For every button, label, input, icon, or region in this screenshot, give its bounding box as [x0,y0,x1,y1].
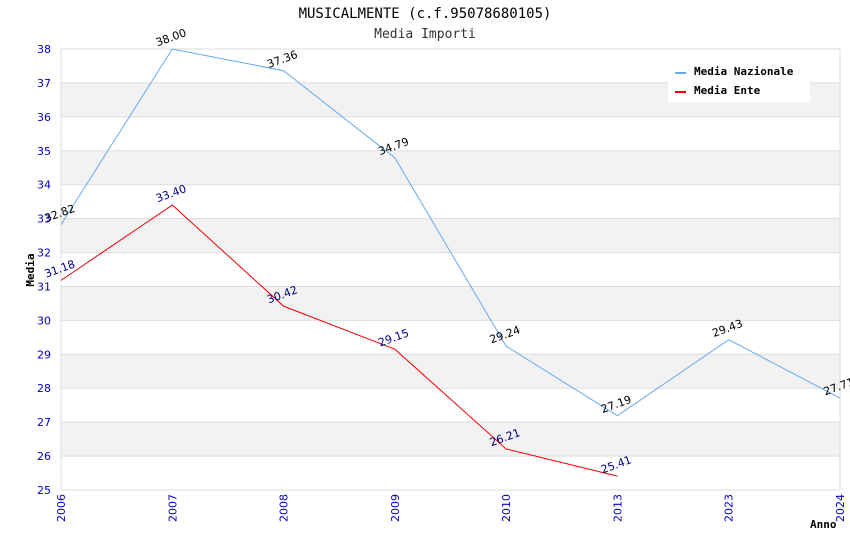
grid-band [61,354,840,389]
y-tick-label: 30 [37,314,51,327]
y-tick-label: 34 [37,179,51,192]
series-line-nazionale [60,48,841,417]
x-tick-label: 2009 [389,494,402,522]
legend-label-ente: Media Ente [694,84,761,97]
y-axis-ticks: 25 26 27 28 29 30 31 32 33 34 35 36 37 38 [37,43,51,497]
grid-band [61,388,840,423]
y-tick-label: 36 [37,111,51,124]
x-axis-label: Anno [810,518,837,531]
grid-band [61,320,840,355]
x-tick-label: 2023 [723,494,736,522]
y-tick-label: 25 [37,484,51,497]
x-axis-ticks: 2006 2007 2008 2009 2010 2013 2023 2024 [55,494,847,522]
grid-band [61,218,840,253]
x-tick-label: 2008 [278,494,291,522]
y-tick-label: 32 [37,247,51,260]
data-label-nazionale: 38.00 [154,26,188,49]
grid-band [61,184,840,219]
y-tick-label: 33 [37,213,51,226]
chart-title: MUSICALMENTE (c.f.95078680105) [298,6,552,22]
series-lines [60,48,841,477]
y-tick-label: 29 [37,348,51,361]
grid-band [61,456,840,490]
y-tick-label: 38 [37,43,51,56]
series-line-ente [60,204,618,477]
grid-band [61,422,840,457]
grid-band [61,150,840,185]
y-tick-label: 35 [37,145,51,158]
y-tick-label: 37 [37,77,51,90]
x-tick-label: 2013 [611,494,624,522]
legend-label-nazionale: Media Nazionale [694,65,794,78]
y-tick-label: 31 [37,280,51,293]
y-tick-label: 28 [37,382,51,395]
x-tick-label: 2006 [55,494,68,522]
grid-bands [60,48,841,491]
x-tick-label: 2010 [500,494,513,522]
legend: Media Nazionale Media Ente [668,60,810,102]
grid-band [61,286,840,321]
grid-band [61,252,840,287]
grid-band [61,116,840,151]
x-tick-label: 2024 [834,494,847,522]
y-tick-label: 26 [37,450,51,463]
chart-subtitle: Media Importi [374,27,476,42]
y-axis-label: Media [24,253,37,286]
y-tick-label: 27 [37,416,51,429]
x-tick-label: 2007 [166,494,179,522]
